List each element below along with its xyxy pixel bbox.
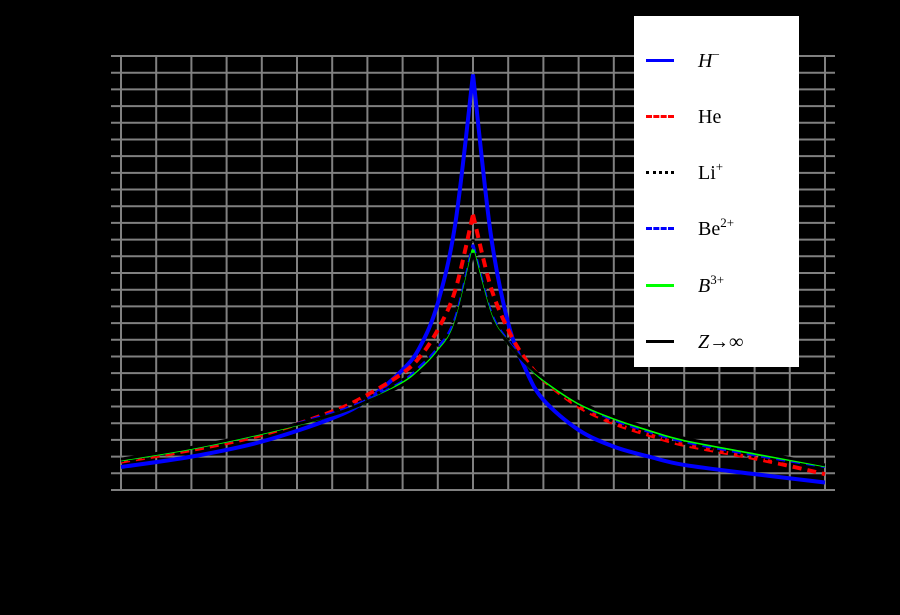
legend-swatch-he xyxy=(646,115,674,118)
series-group xyxy=(120,74,826,485)
legend-swatch-be-2plus xyxy=(646,227,674,230)
legend-swatch-b-3plus xyxy=(646,284,674,287)
legend-item-he: He xyxy=(634,102,799,132)
legend-label-z-infinity: Z→∞ xyxy=(698,331,744,353)
legend-item-z-infinity: Z→∞ xyxy=(634,327,799,357)
legend: H− He Li+ Be2+ B3+ Z→∞ xyxy=(634,16,799,367)
legend-item-b-3plus: B3+ xyxy=(634,271,799,301)
legend-label-be-2plus: Be2+ xyxy=(698,215,735,240)
legend-swatch-li-plus xyxy=(646,171,674,174)
legend-label-li-plus: Li+ xyxy=(698,159,724,184)
legend-item-li-plus: Li+ xyxy=(634,158,799,188)
legend-label-h-minus: H− xyxy=(698,47,720,72)
legend-label-he: He xyxy=(698,106,722,128)
legend-label-b-3plus: B3+ xyxy=(698,272,725,297)
series-line-5 xyxy=(120,252,826,467)
legend-item-h-minus: H− xyxy=(634,46,799,76)
legend-swatch-h-minus xyxy=(646,59,674,62)
legend-item-be-2plus: Be2+ xyxy=(634,214,799,244)
legend-swatch-z-infinity xyxy=(646,340,674,343)
